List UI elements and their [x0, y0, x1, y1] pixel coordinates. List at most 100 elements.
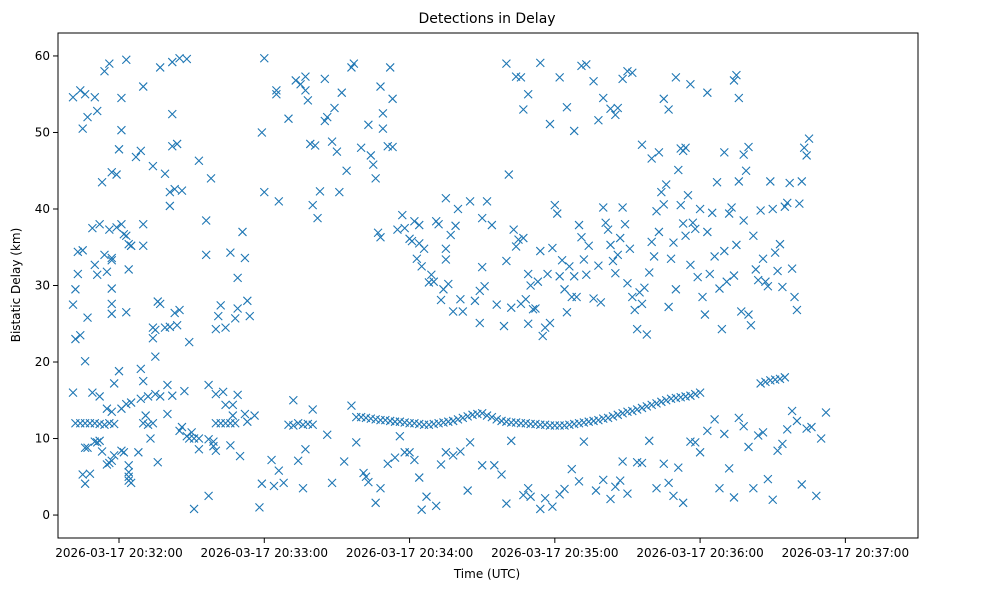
detection-point-203 — [349, 59, 359, 68]
detection-point-27 — [167, 109, 177, 119]
detection-point-276 — [545, 318, 555, 328]
detection-point-140 — [141, 411, 151, 420]
detection-point-497 — [807, 422, 816, 432]
detection-point-301 — [610, 268, 620, 278]
detection-point-469 — [664, 478, 674, 488]
detection-point-54 — [112, 222, 121, 232]
detection-point-58 — [124, 265, 134, 274]
detection-point-104 — [143, 392, 153, 401]
detection-point-339 — [702, 227, 712, 237]
detection-point-423 — [371, 498, 381, 508]
detection-point-387 — [535, 58, 545, 68]
detection-point-326 — [671, 284, 681, 294]
detection-point-277 — [548, 243, 557, 253]
detection-point-335 — [693, 272, 703, 282]
detection-point-361 — [756, 206, 766, 215]
detection-point-489 — [768, 495, 778, 505]
detection-point-84 — [238, 227, 247, 237]
track-detection-point-102 — [780, 372, 790, 382]
detection-point-246 — [465, 196, 475, 206]
detection-point-353 — [736, 307, 746, 316]
detection-point-336 — [695, 204, 705, 214]
detection-point-165 — [288, 395, 298, 405]
detection-point-153 — [209, 441, 218, 451]
detection-point-22 — [155, 63, 165, 72]
detection-point-233 — [434, 219, 443, 229]
detection-point-404 — [647, 154, 657, 163]
x-tick-label-5: 2026-03-17 20:37:00 — [782, 546, 909, 560]
detection-point-11 — [112, 170, 121, 179]
detection-point-19 — [136, 146, 146, 156]
detection-point-434 — [431, 501, 441, 511]
detection-point-308 — [627, 292, 637, 302]
detection-point-412 — [686, 79, 695, 89]
detection-point-374 — [787, 264, 797, 274]
detection-point-493 — [787, 406, 797, 416]
detection-point-313 — [640, 283, 649, 293]
detection-point-49 — [107, 255, 117, 265]
x-tick-label-4: 2026-03-17 20:36:00 — [636, 546, 763, 560]
detection-point-106 — [150, 389, 160, 399]
detection-point-171 — [327, 478, 337, 488]
detection-point-83 — [233, 273, 243, 283]
detection-point-299 — [606, 240, 615, 250]
detection-point-260 — [509, 225, 519, 235]
detection-point-439 — [463, 486, 473, 495]
detection-point-475 — [695, 447, 705, 457]
detection-point-365 — [765, 177, 775, 186]
detection-point-100 — [126, 398, 136, 407]
detection-point-430 — [410, 455, 419, 465]
detection-point-427 — [395, 431, 405, 441]
detection-point-270 — [531, 304, 540, 313]
detection-point-416 — [732, 70, 741, 80]
detection-point-210 — [376, 232, 385, 242]
detection-point-67 — [155, 299, 165, 309]
detection-point-6 — [92, 106, 102, 116]
scatter-marks — [68, 53, 831, 515]
detection-point-117 — [240, 409, 250, 419]
detection-point-62 — [138, 241, 148, 251]
detection-point-267 — [523, 319, 533, 329]
detection-point-75 — [201, 216, 211, 225]
detection-point-108 — [163, 380, 172, 390]
y-tick-label-5: 50 — [35, 125, 50, 139]
detection-point-350 — [729, 271, 739, 280]
detection-point-57 — [121, 307, 131, 317]
detection-point-262 — [514, 235, 523, 244]
detection-point-114 — [221, 400, 230, 410]
detection-point-459 — [606, 494, 615, 504]
detection-point-148 — [189, 504, 199, 514]
detection-point-323 — [664, 302, 674, 312]
detection-point-496 — [802, 424, 812, 433]
detection-point-354 — [739, 216, 749, 225]
detection-point-449 — [535, 504, 545, 514]
detection-point-69 — [165, 322, 175, 332]
detection-point-213 — [378, 108, 388, 118]
detection-point-82 — [233, 304, 243, 313]
detection-point-355 — [741, 166, 751, 176]
detection-point-431 — [414, 473, 424, 482]
detection-point-315 — [644, 268, 654, 277]
detection-point-39 — [73, 247, 83, 257]
detection-point-94 — [102, 404, 112, 414]
detection-point-80 — [225, 248, 235, 257]
detection-point-303 — [615, 233, 625, 243]
detection-point-8 — [100, 66, 109, 76]
detection-point-204 — [356, 143, 366, 153]
detection-point-317 — [649, 252, 659, 261]
detection-point-349 — [727, 203, 736, 212]
detection-point-77 — [213, 311, 223, 321]
detection-point-191 — [313, 213, 322, 223]
detection-point-113 — [218, 387, 228, 397]
detection-point-116 — [233, 390, 243, 400]
detection-point-342 — [710, 252, 720, 261]
x-tick-label-0: 2026-03-17 20:32:00 — [55, 546, 182, 560]
detection-point-391 — [569, 126, 579, 136]
detection-point-155 — [225, 441, 235, 450]
detection-point-118 — [250, 411, 259, 420]
detection-point-230 — [426, 270, 436, 280]
detection-point-329 — [678, 219, 688, 228]
detection-point-2 — [80, 89, 90, 99]
detection-point-393 — [581, 59, 591, 69]
detection-point-179 — [272, 85, 281, 95]
